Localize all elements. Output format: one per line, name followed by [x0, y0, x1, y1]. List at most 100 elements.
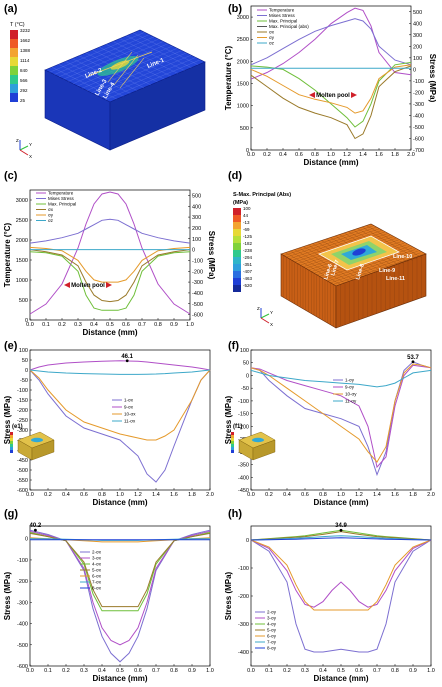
x-tick-label: 0.8	[170, 668, 178, 674]
x-tick-label: 0.9	[409, 668, 417, 674]
y2-tick-label: 400	[413, 21, 422, 27]
legend-entry: σy	[48, 213, 54, 218]
y-tick-label: -150	[238, 412, 249, 418]
y-tick-label: -300	[238, 622, 249, 628]
y-tick-label: -400	[17, 622, 28, 628]
y-tick-label: -500	[17, 468, 28, 474]
x-tick-label: 0.7	[152, 668, 160, 674]
x-axis-title: Distance (mm)	[92, 498, 147, 507]
y-tick-label: -100	[17, 558, 28, 564]
y-tick-label: 2000	[16, 238, 28, 244]
arrow-left-icon	[64, 282, 70, 288]
panel-d-triad-x: X	[270, 322, 273, 327]
legend-entry: σz	[269, 41, 275, 46]
plot-frame	[29, 189, 191, 321]
panel-a-triad-y: Y	[29, 142, 32, 147]
legend-entry: 7-σy	[267, 640, 277, 645]
y2-tick-label: -400	[192, 291, 203, 297]
x-tick-label: 0.6	[295, 152, 303, 158]
y-tick-label: 2000	[237, 59, 249, 65]
series-line-10-y	[250, 363, 432, 463]
panel-d-colorbar-unit: (MPa)	[233, 200, 248, 206]
legend-entry: 2-σx	[92, 550, 102, 555]
y-tick-label: -200	[238, 594, 249, 600]
x-tick-label: 0.8	[319, 492, 327, 498]
x-tick-label: 0.4	[98, 668, 106, 674]
panel-label-a: (a)	[4, 3, 18, 15]
y2-tick-label: -100	[413, 79, 424, 85]
y-tick-label: -400	[238, 650, 249, 656]
series-line-11-x	[29, 369, 211, 375]
x-tick-label: 0.8	[154, 322, 162, 328]
panel-a-mesh-block	[44, 29, 206, 151]
x-tick-label: 0.3	[301, 668, 309, 674]
x-tick-label: 0.0	[26, 492, 34, 498]
x-tick-label: 0.2	[58, 322, 66, 328]
series-line-8-y	[250, 537, 432, 541]
y-tick-label: -100	[17, 388, 28, 394]
x-tick-label: 1.0	[327, 152, 335, 158]
molten-pool-label: Molten pool	[71, 283, 105, 289]
annotation-value: 34.9	[335, 523, 347, 529]
x-tick-label: 0.1	[42, 322, 50, 328]
x-tick-label: 0.0	[247, 152, 255, 158]
x-tick-label: 0.8	[98, 492, 106, 498]
inset-label: (f1)	[233, 424, 242, 430]
panel-c-chart: 0.0 0.1 0.2 0.3 0.4 0.5 0.6 0.7 0.8 0.9 1.0 0 500 100…	[3, 189, 216, 337]
x-tick-label: 0.0	[26, 322, 34, 328]
y2-tick-label: 300	[413, 33, 422, 39]
legend-entry: σz	[48, 218, 54, 223]
legend-entry: 8-σx	[92, 586, 102, 591]
x-tick-label: 1.0	[186, 322, 194, 328]
y-tick-label: 0	[246, 148, 249, 154]
y-tick-label: 3000	[16, 198, 28, 204]
x-tick-label: 0.3	[80, 668, 88, 674]
panel-d-line-11-label: Line-11	[386, 276, 405, 282]
panel-a-colorbar-tick: 1114	[20, 58, 30, 63]
series-line--x	[29, 249, 191, 303]
x-tick-label: 0.5	[337, 668, 345, 674]
legend-entry: 6-σx	[92, 574, 102, 579]
legend-entry: 5-σx	[92, 568, 102, 573]
x-tick-label: 1.6	[170, 492, 178, 498]
x-tick-label: 1.0	[337, 492, 345, 498]
x-tick-label: 0.6	[80, 492, 88, 498]
y-axis-title: Stress (MPa)	[3, 395, 12, 444]
x-tick-label: 1.0	[206, 668, 214, 674]
panel-d-colorbar-tick: -125	[243, 234, 253, 239]
y2-tick-label: -100	[192, 258, 203, 264]
panel-d-line-6-label: Line-6	[323, 263, 334, 280]
x-tick-label: 0.0	[26, 668, 34, 674]
panel-a-axis-triad	[19, 140, 29, 156]
series-line-7-y	[250, 535, 432, 541]
arrow-left-icon	[309, 92, 315, 98]
x-tick-label: 1.6	[391, 492, 399, 498]
y-tick-label: -550	[17, 478, 28, 484]
x-tick-label: 0.2	[283, 668, 291, 674]
y2-tick-label: 200	[413, 44, 422, 50]
y2-tick-label: -600	[192, 313, 203, 319]
panel-a-colorbar-tick: 566	[20, 78, 28, 83]
y-tick-label: 0	[246, 538, 249, 544]
panel-label-f: (f)	[228, 340, 239, 352]
x-axis-title: Distance (mm)	[92, 674, 147, 683]
x-axis-title: Distance (mm)	[313, 498, 368, 507]
y-axis-title: Stress (MPa)	[3, 571, 12, 620]
y-tick-label: -50	[241, 386, 249, 392]
series-line-4-x	[29, 531, 211, 612]
panel-d-colorbar-tick: -69	[243, 227, 250, 232]
y2-tick-label: -500	[413, 125, 424, 131]
series-line-10-x	[29, 369, 211, 441]
x-tick-label: 1.4	[373, 492, 381, 498]
y-tick-label: 500	[240, 126, 249, 132]
panel-d-colorbar-tick: -182	[243, 241, 253, 246]
annotation-marker	[125, 359, 129, 363]
y-tick-label: -300	[17, 428, 28, 434]
x-tick-label: 0.2	[263, 152, 271, 158]
y-tick-label: 0	[25, 318, 28, 324]
panel-d-colorbar-tick: -294	[243, 255, 253, 260]
y-tick-label: 1500	[16, 258, 28, 264]
legend-entry: 1-σx	[124, 398, 134, 403]
y-tick-label: 1500	[237, 82, 249, 88]
legend-entry: 7-σx	[92, 580, 102, 585]
